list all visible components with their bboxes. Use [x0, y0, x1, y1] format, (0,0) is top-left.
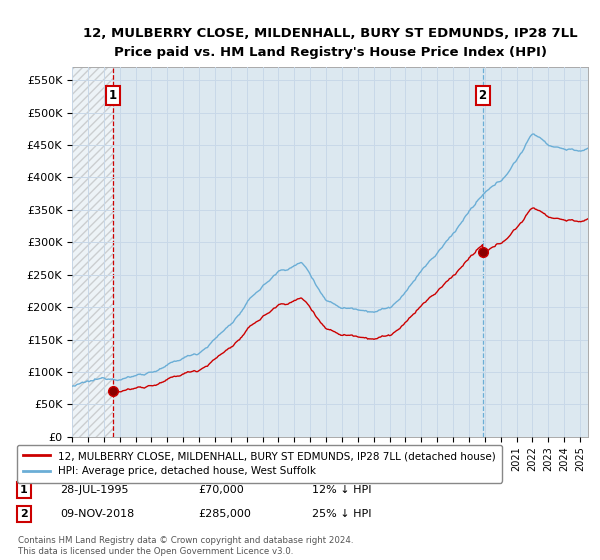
Text: £285,000: £285,000 [198, 509, 251, 519]
Legend: 12, MULBERRY CLOSE, MILDENHALL, BURY ST EDMUNDS, IP28 7LL (detached house), HPI:: 12, MULBERRY CLOSE, MILDENHALL, BURY ST … [17, 445, 502, 483]
Text: 25% ↓ HPI: 25% ↓ HPI [312, 509, 371, 519]
Text: £70,000: £70,000 [198, 485, 244, 495]
Text: 1: 1 [109, 88, 117, 101]
Text: 2: 2 [20, 509, 28, 519]
Text: 28-JUL-1995: 28-JUL-1995 [60, 485, 128, 495]
Text: 1: 1 [20, 485, 28, 495]
Title: 12, MULBERRY CLOSE, MILDENHALL, BURY ST EDMUNDS, IP28 7LL
Price paid vs. HM Land: 12, MULBERRY CLOSE, MILDENHALL, BURY ST … [83, 27, 577, 59]
Text: 12% ↓ HPI: 12% ↓ HPI [312, 485, 371, 495]
Text: 09-NOV-2018: 09-NOV-2018 [60, 509, 134, 519]
Text: 2: 2 [479, 88, 487, 101]
Bar [72, 67, 113, 437]
Text: Contains HM Land Registry data © Crown copyright and database right 2024.
This d: Contains HM Land Registry data © Crown c… [18, 536, 353, 556]
